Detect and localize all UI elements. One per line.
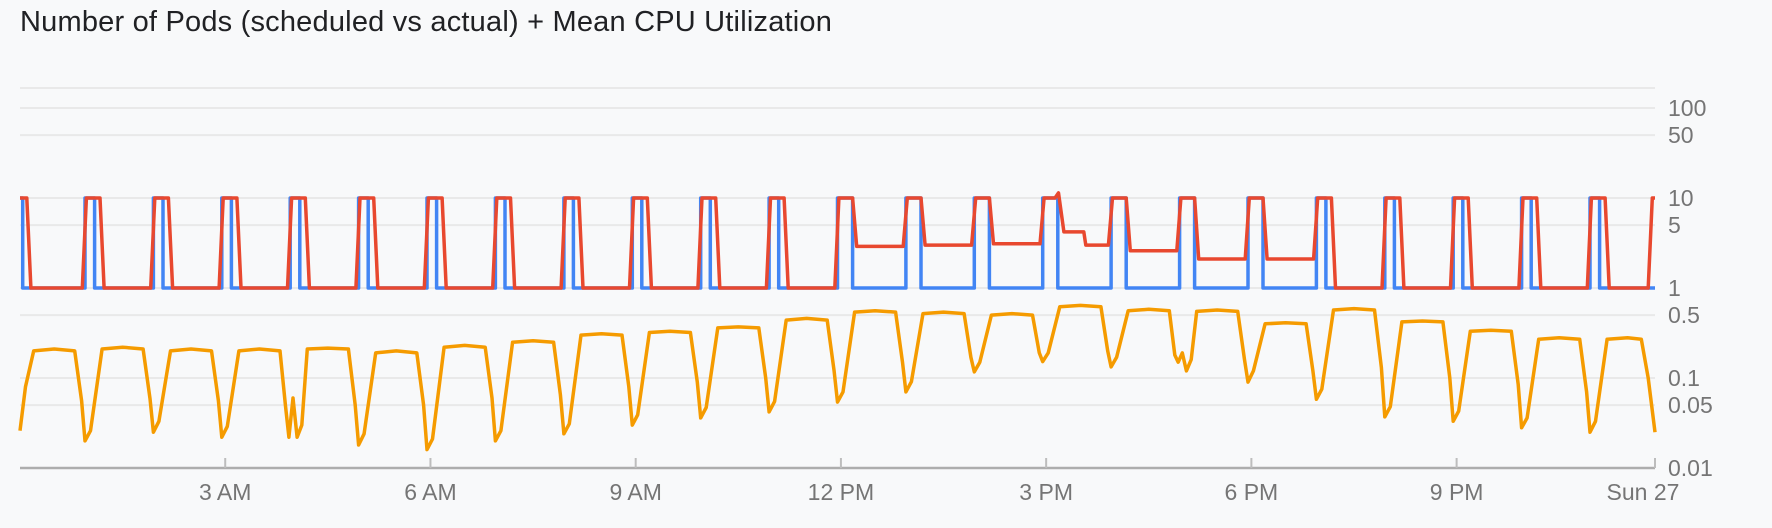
x-axis-tick-label: Sun 27 [1607, 479, 1680, 505]
x-axis-tick-label: 9 AM [609, 479, 661, 505]
y-axis-tick-label: 0.05 [1668, 392, 1713, 418]
series-line-mean-cpu-utilization [18, 303, 1657, 452]
series-line-actual-pods [20, 191, 1655, 290]
y-axis-tick-label: 100 [1668, 95, 1706, 121]
x-axis-tick-label: 3 AM [199, 479, 251, 505]
y-axis-tick-label: 0.01 [1668, 455, 1713, 481]
y-axis-tick-label: 0.5 [1668, 302, 1700, 328]
x-axis-tick-label: 9 PM [1430, 479, 1484, 505]
x-axis-tick-label: 12 PM [808, 479, 874, 505]
chart-title: Number of Pods (scheduled vs actual) + M… [20, 6, 833, 38]
y-axis-tick-label: 0.1 [1668, 365, 1700, 391]
y-axis-tick-label: 1 [1668, 275, 1681, 301]
x-axis-tick-label: 3 PM [1019, 479, 1073, 505]
x-axis-tick-label: 6 AM [404, 479, 456, 505]
y-axis-tick-label: 10 [1668, 185, 1694, 211]
y-axis-tick-label: 5 [1668, 212, 1681, 238]
y-axis-tick-label: 50 [1668, 122, 1694, 148]
x-axis-tick-label: 6 PM [1225, 479, 1279, 505]
